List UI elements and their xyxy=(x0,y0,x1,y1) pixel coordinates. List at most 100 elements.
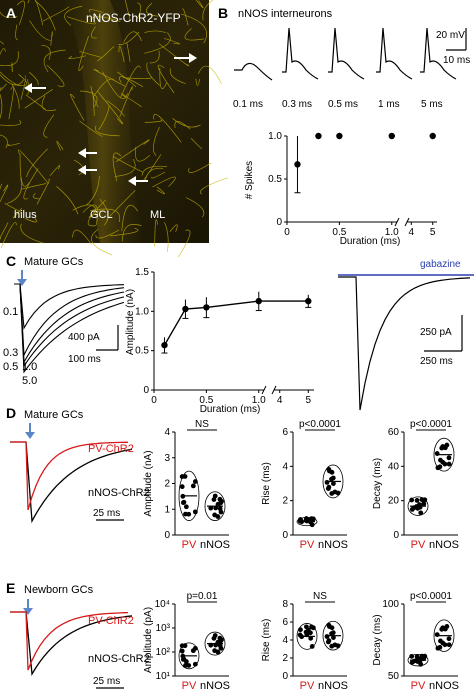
scale-time: 10 ms xyxy=(443,55,470,66)
ipsc-trace xyxy=(14,283,125,368)
data-point xyxy=(309,516,314,522)
fiber xyxy=(119,86,133,118)
group-label: PV xyxy=(411,539,426,551)
group-label: nNOS xyxy=(318,680,348,692)
control-trace xyxy=(338,276,471,411)
data-point xyxy=(442,445,448,451)
fiber xyxy=(188,162,212,173)
fiber xyxy=(91,228,113,256)
group-label: nNOS xyxy=(200,539,230,551)
data-point xyxy=(439,626,445,632)
spike-traces xyxy=(234,27,457,81)
fiber xyxy=(184,28,205,41)
gabazine-label: gabazine xyxy=(420,259,461,270)
fiber xyxy=(24,218,38,223)
data-point xyxy=(315,132,322,140)
data-point xyxy=(329,625,335,631)
data-point xyxy=(217,506,223,512)
nnos-trace xyxy=(10,441,133,524)
fiber xyxy=(11,62,13,73)
y-tick-label: 8 xyxy=(282,599,288,610)
data-point xyxy=(409,653,415,659)
stim-arrow-icon xyxy=(17,270,27,286)
micrograph-arrows xyxy=(24,53,197,186)
fiber xyxy=(20,183,47,190)
y-axis-label: Rise (ms) xyxy=(261,619,272,662)
spike-trace xyxy=(328,27,365,80)
duration-label: 0.5 xyxy=(3,361,18,373)
group-label: PV xyxy=(182,539,197,551)
data-point xyxy=(335,643,341,649)
fiber xyxy=(15,24,18,40)
y-tick-label: 0 xyxy=(282,530,288,541)
fiber xyxy=(106,190,136,221)
arrow-icon xyxy=(174,53,197,63)
fiber xyxy=(19,153,30,187)
x-tick-label: 4 xyxy=(277,395,283,406)
panel-c-label: Mature GCs xyxy=(24,256,84,268)
y-tick-label: 10¹ xyxy=(156,671,171,682)
data-point xyxy=(438,457,443,463)
fiber xyxy=(112,152,122,182)
stim-arrow-icon xyxy=(23,599,33,615)
fiber xyxy=(43,49,66,73)
fiber xyxy=(0,93,3,119)
micrograph-panel: A nNOS-ChR2-YFP hilus GCL ML xyxy=(0,0,228,258)
data-point xyxy=(179,648,185,654)
data-point xyxy=(438,638,443,644)
fiber xyxy=(26,148,48,178)
x-tick-label: 5 xyxy=(306,395,312,406)
fiber xyxy=(0,119,22,126)
fiber xyxy=(198,65,222,84)
fiber xyxy=(79,120,103,137)
y-axis-label: # Spikes xyxy=(244,161,255,199)
data-point xyxy=(309,643,315,649)
fiber xyxy=(0,222,9,240)
group-label: PV xyxy=(300,539,315,551)
fiber xyxy=(7,142,20,146)
y-axis-label: Amplitude (pA) xyxy=(143,607,154,673)
scale-amplitude: 250 pA xyxy=(420,327,452,338)
y-tick-label: 1.0 xyxy=(268,131,282,142)
violin-plot: 0 1 2 3 4 Amplitude (nA) NS PV nNOS xyxy=(143,419,230,551)
pv-nnos-traces xyxy=(10,441,133,524)
stat-label: p=0.01 xyxy=(187,591,218,602)
fiber xyxy=(181,13,208,44)
fiber xyxy=(144,119,163,123)
fiber xyxy=(122,224,142,242)
fiber xyxy=(154,219,158,247)
data-point xyxy=(192,479,198,484)
fiber xyxy=(50,31,53,46)
fiber xyxy=(146,62,160,86)
data-point xyxy=(181,656,187,662)
y-tick-label: 10⁴ xyxy=(155,599,170,610)
data-point xyxy=(192,509,198,515)
region-hilus: hilus xyxy=(14,209,37,221)
fiber xyxy=(88,9,104,13)
pv-nnos-traces-newborn xyxy=(10,611,133,676)
pv-trace xyxy=(10,441,128,511)
fiber xyxy=(185,197,205,218)
y-tick-label: 10³ xyxy=(156,623,171,634)
scale-time: 100 ms xyxy=(68,354,101,365)
y-axis-label: Decay (ms) xyxy=(372,614,383,665)
violin-shape xyxy=(204,491,226,521)
violin-shape xyxy=(433,437,455,472)
fiber xyxy=(109,227,139,237)
fiber xyxy=(23,168,39,200)
fiber xyxy=(152,176,176,188)
fiber xyxy=(27,0,44,26)
panel-c-letter: C xyxy=(6,253,16,269)
data-point xyxy=(446,461,452,467)
x-tick-label: 0 xyxy=(151,395,157,406)
ipsc-trace xyxy=(14,283,125,374)
fiber xyxy=(120,65,141,98)
trace-label: 0.3 ms xyxy=(282,99,312,110)
spike-trace xyxy=(376,27,413,80)
fiber xyxy=(97,91,124,125)
fiber xyxy=(0,184,9,203)
stat-label: p<0.0001 xyxy=(410,419,452,430)
fiber xyxy=(85,176,100,206)
data-point xyxy=(215,501,221,507)
data-point xyxy=(331,481,336,487)
